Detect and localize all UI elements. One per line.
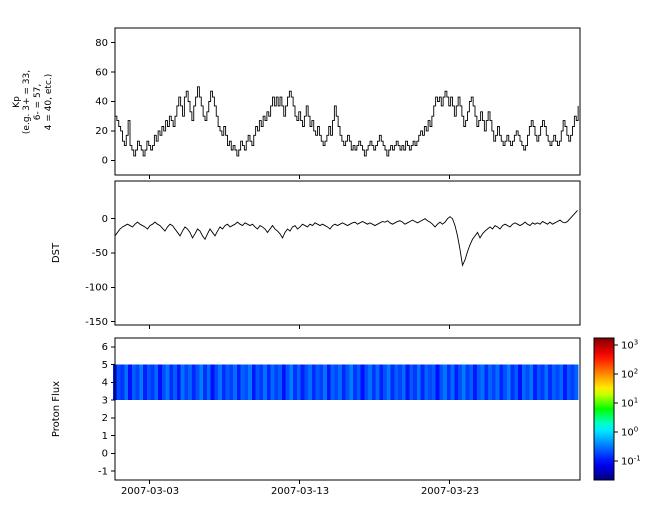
x-tick-label: 2007-03-23 — [420, 486, 480, 497]
proton-flux-axis-label: Proton Flux — [51, 380, 63, 438]
y-tick-label: 60 — [95, 67, 108, 78]
kp-axes: 0 20 40 60 80 — [95, 27, 581, 179]
proton-flux-heatmap — [113, 364, 579, 401]
colorbar-tick-label: 10-1 — [621, 454, 641, 467]
y-tick-label: 0 — [102, 449, 108, 460]
y-tick-label: 2 — [102, 413, 108, 424]
dst-line — [114, 210, 578, 267]
y-tick-label: 5 — [102, 360, 108, 371]
colorbar-tick-label: 102 — [621, 367, 638, 380]
y-tick-label: 20 — [95, 126, 108, 137]
colorbar-tick-label: 100 — [621, 425, 638, 438]
y-tick-label: -1 — [98, 466, 108, 477]
dst-axis-label: DST — [51, 242, 63, 264]
y-tick-label: 4 — [102, 378, 108, 389]
x-tick-label: 2007-03-13 — [270, 486, 330, 497]
y-tick-label: -150 — [85, 317, 108, 328]
colorbar-tick-label: 103 — [621, 338, 638, 351]
y-tick-label: 0 — [102, 214, 108, 225]
y-tick-label: -100 — [85, 282, 108, 293]
y-tick-label: 6 — [102, 342, 108, 353]
y-tick-label: 0 — [102, 156, 108, 167]
y-tick-label: 3 — [102, 395, 108, 406]
x-tick-label: 2007-03-03 — [120, 486, 180, 497]
kp-axis-label: Kp (e.g. 3+ = 33, 6- = 57, 4 = 40, etc.) — [11, 69, 54, 135]
y-tick-label: 80 — [95, 38, 108, 49]
y-tick-label: -50 — [92, 248, 108, 259]
proton_flux-axes: -1 0 1 2 3 4 5 6 — [98, 337, 581, 484]
y-tick-label: 1 — [102, 431, 108, 442]
kp-line — [115, 86, 579, 157]
dst-axes: 0 -50 -100 -150 — [85, 180, 581, 329]
colorbar-tick-label: 101 — [621, 396, 638, 409]
colorbar: 103 102 101 100 10-1 — [593, 337, 641, 481]
y-tick-label: 40 — [95, 97, 108, 108]
